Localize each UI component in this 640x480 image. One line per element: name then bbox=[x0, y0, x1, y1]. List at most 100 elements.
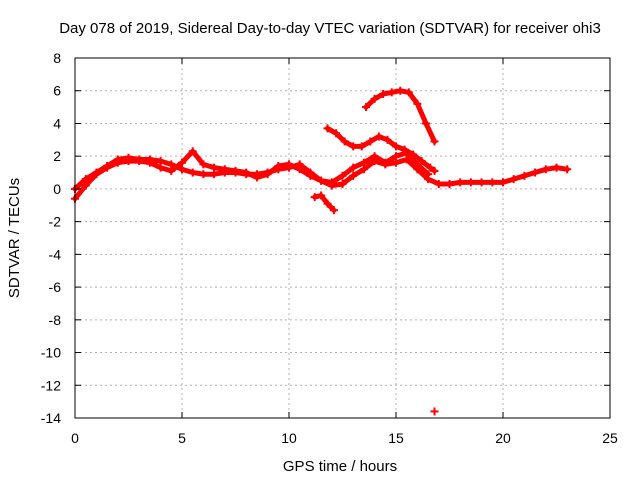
data-point bbox=[327, 178, 336, 187]
data-point bbox=[359, 158, 368, 167]
data-point bbox=[445, 180, 454, 188]
series-line bbox=[72, 148, 431, 202]
axis-ticks: 0 5 10 15 20 25 -14 -12 -10 -8 -6 -4 -2 0 2 4 6 8 bbox=[41, 50, 618, 446]
series-track-peak bbox=[362, 86, 439, 146]
data-point bbox=[434, 180, 443, 188]
data-point bbox=[531, 168, 540, 177]
data-point bbox=[167, 166, 176, 175]
data-point bbox=[400, 145, 409, 154]
data-point bbox=[199, 170, 208, 179]
x-tick-label: 15 bbox=[388, 430, 404, 446]
y-tick-label: -2 bbox=[49, 214, 62, 230]
data-point bbox=[357, 142, 366, 151]
series-outlier-point bbox=[430, 407, 439, 416]
y-tick-label: -8 bbox=[49, 312, 62, 328]
series-track-main-high bbox=[71, 147, 433, 203]
data-point bbox=[188, 147, 197, 156]
data-point bbox=[323, 199, 332, 208]
data-point bbox=[349, 163, 358, 172]
y-tick-label: 8 bbox=[53, 50, 61, 66]
data-point bbox=[488, 178, 497, 187]
data-point bbox=[509, 175, 518, 184]
data-point bbox=[430, 166, 439, 175]
y-tick-label: 6 bbox=[53, 83, 61, 99]
data-point bbox=[285, 160, 293, 169]
data-point bbox=[541, 165, 550, 174]
data-point bbox=[210, 163, 219, 172]
y-tick-label: -14 bbox=[41, 410, 61, 426]
data-point bbox=[349, 142, 358, 151]
data-point bbox=[274, 162, 283, 170]
data-point bbox=[520, 171, 529, 180]
x-tick-label: 25 bbox=[602, 430, 618, 446]
data-point bbox=[379, 90, 388, 98]
data-point bbox=[340, 137, 349, 146]
x-axis-label: GPS time / hours bbox=[283, 458, 397, 475]
data-point bbox=[103, 163, 112, 172]
x-tick-label: 10 bbox=[281, 430, 297, 446]
data-point bbox=[477, 178, 486, 187]
data-point bbox=[317, 191, 326, 200]
data-point bbox=[199, 160, 208, 169]
data-point bbox=[135, 157, 144, 166]
data-point bbox=[387, 88, 396, 97]
y-tick-label: -12 bbox=[41, 377, 61, 393]
data-point bbox=[362, 103, 371, 112]
data-point bbox=[81, 181, 90, 190]
data-point bbox=[263, 170, 272, 179]
y-tick-label: 0 bbox=[53, 181, 61, 197]
data-point bbox=[306, 171, 315, 180]
data-point bbox=[188, 168, 197, 177]
plot-frame bbox=[74, 57, 611, 419]
data-point bbox=[396, 86, 405, 95]
data-point bbox=[430, 407, 439, 416]
data-point bbox=[242, 168, 251, 177]
data-point bbox=[370, 152, 379, 161]
y-axis-label: SDTVAR / TECUs bbox=[6, 178, 23, 298]
series-track-upper-arc bbox=[323, 124, 439, 175]
data-point bbox=[124, 157, 133, 166]
data-point bbox=[413, 99, 422, 108]
x-tick-label: 5 bbox=[178, 430, 186, 446]
series-track-dip-segment bbox=[310, 191, 338, 215]
data-point bbox=[178, 158, 186, 167]
data-point bbox=[338, 180, 347, 188]
data-point bbox=[430, 137, 439, 146]
data-point bbox=[332, 129, 341, 138]
data-point bbox=[113, 158, 122, 167]
y-tick-label: -4 bbox=[49, 246, 62, 262]
y-tick-label: 4 bbox=[53, 115, 61, 131]
data-point bbox=[317, 176, 326, 185]
data-point bbox=[424, 170, 433, 179]
data-point bbox=[370, 94, 379, 103]
data-series bbox=[71, 86, 572, 416]
data-point bbox=[323, 124, 332, 133]
data-point bbox=[426, 163, 435, 172]
data-point bbox=[220, 165, 229, 174]
data-point bbox=[417, 157, 426, 166]
data-point bbox=[252, 173, 261, 182]
data-point bbox=[145, 158, 154, 167]
data-point bbox=[563, 165, 572, 174]
data-point bbox=[456, 178, 465, 187]
data-point bbox=[295, 165, 304, 174]
data-point bbox=[366, 137, 375, 146]
data-point bbox=[156, 163, 165, 172]
data-point bbox=[404, 88, 413, 97]
data-point bbox=[499, 178, 507, 187]
grid-lines bbox=[75, 58, 610, 418]
y-tick-label: 2 bbox=[53, 148, 61, 164]
data-point bbox=[413, 160, 422, 169]
data-point bbox=[383, 135, 392, 144]
data-point bbox=[329, 206, 338, 215]
data-point bbox=[409, 150, 418, 159]
data-point bbox=[392, 142, 400, 151]
y-tick-label: -6 bbox=[49, 279, 62, 295]
data-point bbox=[374, 132, 383, 141]
data-point bbox=[92, 170, 101, 179]
x-tick-label: 0 bbox=[71, 430, 79, 446]
data-point bbox=[381, 158, 390, 167]
data-point bbox=[552, 163, 561, 172]
